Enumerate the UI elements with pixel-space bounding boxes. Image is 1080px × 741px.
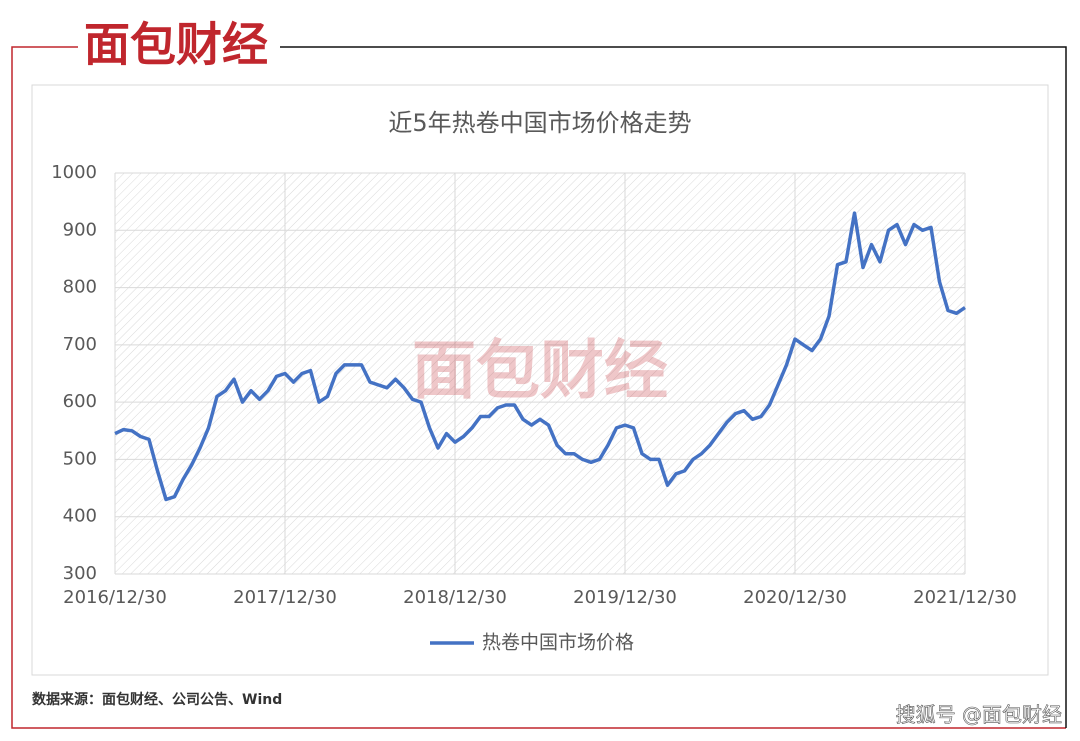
y-tick-label: 300 xyxy=(63,563,97,584)
y-tick-label: 800 xyxy=(63,277,97,298)
frame-dark xyxy=(280,46,1067,728)
logo: 面包财经 xyxy=(84,18,268,72)
plot: 300 400 500 600 700 800 900 1000 2016/12/30 2017/… xyxy=(51,162,1017,654)
x-tick-label: 2016/12/30 xyxy=(63,587,167,608)
x-tick-label: 2018/12/30 xyxy=(403,587,507,608)
line-series xyxy=(114,211,966,502)
y-tick-label: 500 xyxy=(63,448,97,469)
chart-title: 近5年热卷中国市场价格走势 xyxy=(388,109,691,137)
y-tick-label: 600 xyxy=(63,391,97,412)
y-tick-label: 900 xyxy=(63,219,97,240)
plot-area xyxy=(115,173,965,574)
x-tick-label: 2019/12/30 xyxy=(573,587,677,608)
chart-box xyxy=(31,84,1049,676)
x-tick-label: 2021/12/30 xyxy=(913,587,1017,608)
y-tick-label: 1000 xyxy=(51,162,97,183)
x-tick-label: 2020/12/30 xyxy=(743,587,847,608)
y-tick-label: 400 xyxy=(63,506,97,527)
legend-label: 热卷中国市场价格 xyxy=(482,632,634,654)
y-tick-label: 700 xyxy=(63,334,97,355)
x-tick-label: 2017/12/30 xyxy=(233,587,337,608)
credit: 搜狐号 @面包财经 xyxy=(896,703,1062,727)
frame-red xyxy=(11,46,1066,729)
watermark: 面包财经 xyxy=(412,335,668,409)
source-note: 数据来源：面包财经、公司公告、Wind xyxy=(32,691,282,708)
